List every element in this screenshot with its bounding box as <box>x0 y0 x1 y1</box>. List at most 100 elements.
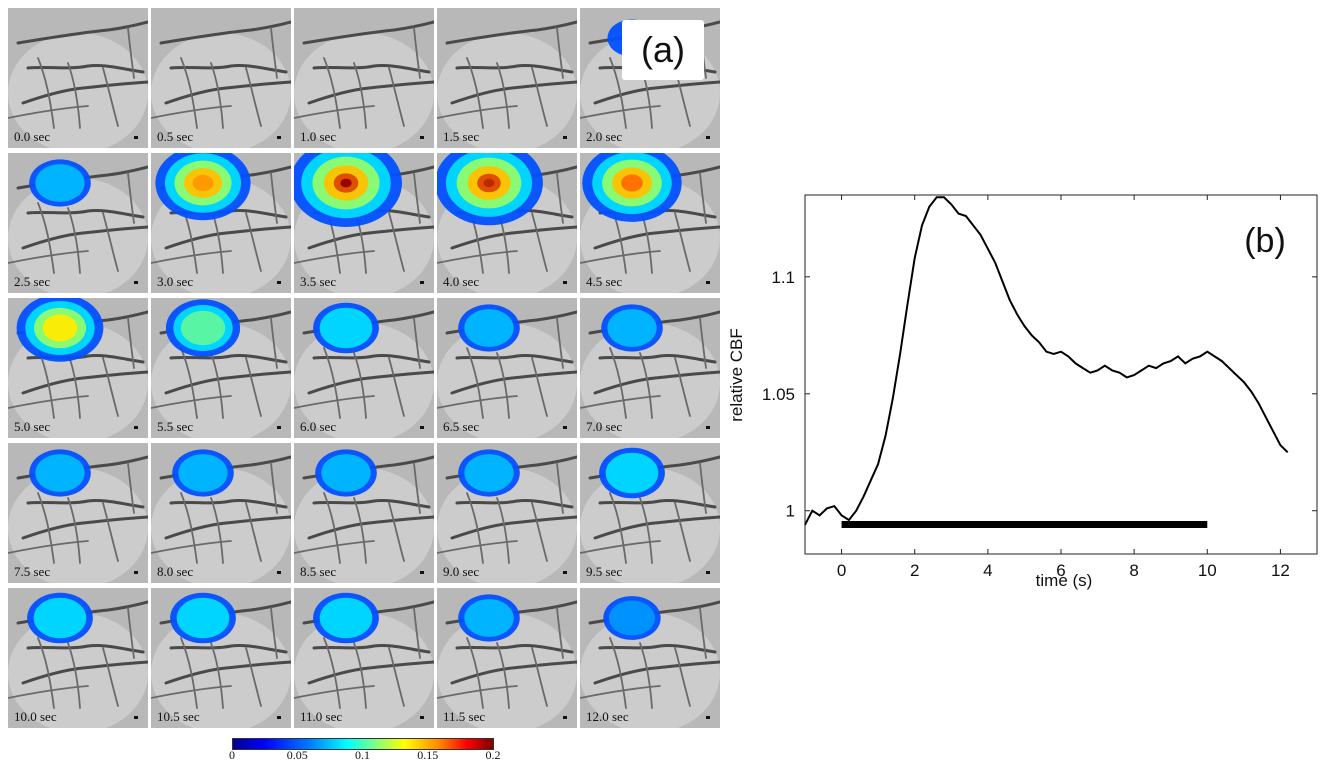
activation-contour <box>35 454 85 492</box>
x-tick-label: 0 <box>837 561 846 580</box>
blood-vessel <box>580 105 661 119</box>
blood-vessel <box>556 317 564 369</box>
activation-map <box>294 153 402 227</box>
blood-vessel <box>307 370 434 395</box>
blood-vessel <box>307 225 434 250</box>
blood-vessel <box>580 540 661 554</box>
blood-vessel <box>294 540 375 554</box>
blood-vessel <box>127 607 135 659</box>
scale-marker <box>706 136 710 139</box>
scale-marker <box>277 281 281 284</box>
scale-marker <box>134 716 138 719</box>
cbf-frame-tile: 8.5 sec <box>294 443 434 583</box>
blood-vessel <box>151 250 232 264</box>
blood-vessel <box>699 607 707 659</box>
blood-vessel <box>353 352 367 419</box>
blood-vessel <box>531 212 548 272</box>
blood-vessel <box>674 502 691 562</box>
cbf-frame-tile: 2.5 sec <box>8 153 148 293</box>
blood-vessel <box>674 357 691 417</box>
blood-vessel <box>164 80 291 105</box>
blood-vessel <box>593 370 720 395</box>
blood-vessel <box>580 250 661 264</box>
tissue-highlight <box>8 33 148 148</box>
blood-vessel <box>413 172 421 224</box>
cbf-frame-tile: 5.0 sec <box>8 298 148 438</box>
blood-vessel <box>437 395 518 409</box>
blood-vessel <box>164 370 291 395</box>
activation-contour <box>42 314 78 342</box>
cbf-series-line <box>804 196 1289 526</box>
blood-vessel <box>639 642 653 709</box>
scale-marker <box>277 136 281 139</box>
blood-vessel <box>580 395 661 409</box>
scale-marker <box>563 136 567 139</box>
blood-vessel <box>598 644 717 654</box>
cbf-frame-tile: 8.0 sec <box>151 443 291 583</box>
blood-vessel <box>26 644 145 654</box>
blood-vessel <box>67 207 81 274</box>
blood-vessel <box>674 647 691 707</box>
scale-marker <box>420 426 424 429</box>
blood-vessel <box>353 642 367 709</box>
scale-marker <box>563 281 567 284</box>
scale-marker <box>134 136 138 139</box>
panel-b-line-chart: 0 2 4 6 8 10 12 1 1.05 1.1 (b) time (s) relative … <box>720 180 1320 600</box>
blood-vessel <box>294 105 375 119</box>
blood-vessel <box>210 62 224 129</box>
frame-time-label: 12.0 sec <box>586 709 629 724</box>
cbf-frame-tile: 5.5 sec <box>151 298 291 438</box>
scale-marker <box>134 426 138 429</box>
activation-contour <box>607 309 657 347</box>
blood-vessel <box>609 57 627 129</box>
blood-vessel <box>151 395 232 409</box>
cbf-frame-tile: 11.0 sec <box>294 588 434 728</box>
blood-vessel <box>556 27 564 79</box>
blood-vessel <box>413 317 421 369</box>
blood-vessel <box>270 172 278 224</box>
blood-vessel <box>450 660 577 685</box>
blood-vessel <box>169 644 288 654</box>
blood-vessel <box>245 502 262 562</box>
frame-time-label: 5.0 sec <box>14 419 51 434</box>
stimulus-bar <box>841 521 1208 528</box>
activation-contour <box>483 178 495 188</box>
y-tick-label: 1 <box>786 502 795 521</box>
blood-vessel <box>466 347 484 419</box>
blood-vessel <box>164 515 291 540</box>
frame-time-label: 7.0 sec <box>586 419 623 434</box>
frame-time-label: 3.5 sec <box>300 274 337 289</box>
blood-vessel <box>180 347 198 419</box>
scale-marker <box>277 571 281 574</box>
blood-vessel <box>169 354 288 364</box>
frame-time-label: 1.5 sec <box>443 129 480 144</box>
panel-b-label: (b) <box>1244 222 1286 260</box>
blood-vessel <box>245 212 262 272</box>
frame-time-label: 0.0 sec <box>14 129 51 144</box>
blood-vessel <box>674 212 691 272</box>
activation-contour <box>464 309 514 347</box>
colorbar <box>232 738 494 750</box>
activation-map <box>27 592 93 644</box>
scale-marker <box>706 571 710 574</box>
activation-contour <box>609 600 655 636</box>
blood-vessel <box>450 515 577 540</box>
blood-vessel <box>437 105 518 119</box>
frame-time-label: 11.0 sec <box>300 709 343 724</box>
frame-time-label: 10.0 sec <box>14 709 57 724</box>
frame-time-label: 8.0 sec <box>157 564 194 579</box>
cbf-frame-tile: 11.5 sec <box>437 588 577 728</box>
scale-marker <box>420 716 424 719</box>
blood-vessel <box>210 352 224 419</box>
scale-marker <box>420 571 424 574</box>
cbf-frame-tile: 6.0 sec <box>294 298 434 438</box>
blood-vessel <box>323 57 341 129</box>
blood-vessel <box>8 685 89 699</box>
activation-contour <box>178 454 228 492</box>
cbf-frame-tile: 6.5 sec <box>437 298 577 438</box>
blood-vessel <box>556 172 564 224</box>
blood-vessel <box>67 62 81 129</box>
blood-vessel <box>437 685 518 699</box>
blood-vessel <box>270 462 278 514</box>
activation-contour <box>464 454 514 492</box>
